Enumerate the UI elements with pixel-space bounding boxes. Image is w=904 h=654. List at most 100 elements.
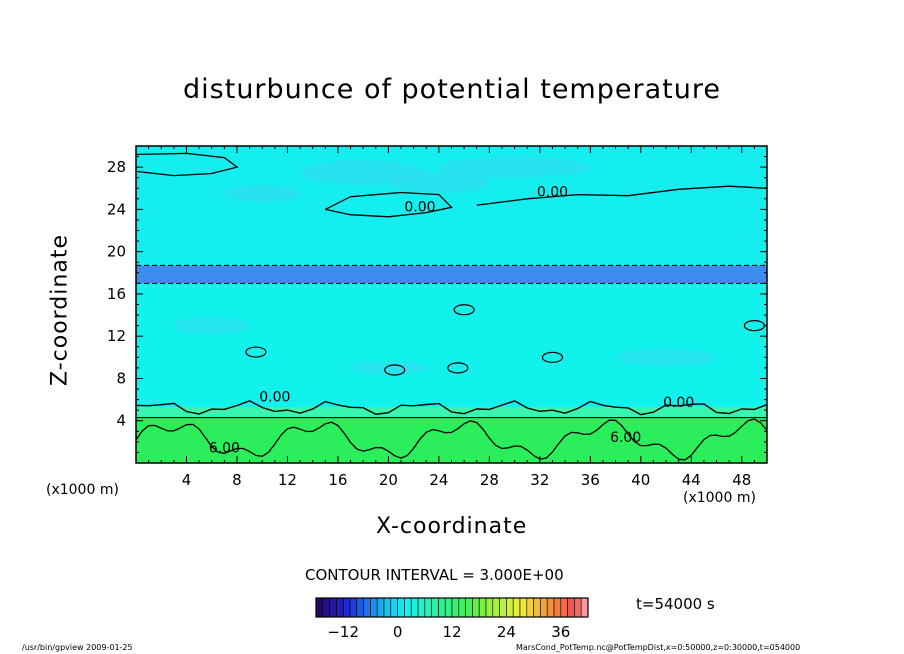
contour-island-3 [245, 346, 267, 358]
x-tick-label: 4 [182, 471, 192, 489]
field-layer-2 [136, 283, 767, 407]
chart-title: disturbunce of potential temperature [183, 74, 721, 105]
colorbar: −12 0 12 24 36 [315, 597, 589, 641]
x-tick-label: 16 [328, 471, 347, 489]
colorbar-cell [444, 597, 453, 618]
contour-island-1 [447, 362, 469, 374]
colorbar-cell [336, 597, 344, 618]
y-tick-label: 24 [107, 200, 126, 218]
footer-right: MarsCond_PotTemp.nc@PotTempDist,x=0:5000… [516, 643, 801, 652]
colorbar-cell [342, 597, 351, 618]
contour-island-4 [453, 304, 475, 316]
x-tick-label: 44 [682, 471, 701, 489]
x-axis-label: X-coordinate [376, 514, 528, 539]
colorbar-cell [533, 597, 541, 618]
colorbar-cell [417, 597, 426, 618]
colorbar-cell [553, 597, 562, 618]
y-tick-label: 8 [116, 369, 126, 387]
colorbar-cell [506, 597, 514, 618]
field-patch-2 [224, 185, 301, 203]
contour-label-3: 0.00 [663, 395, 694, 411]
colorbar-cell [451, 597, 460, 618]
colorbar-cell [410, 597, 419, 618]
field-layer-0 [136, 417, 767, 463]
y-tick-label: 16 [107, 285, 126, 303]
colorbar-cell [397, 597, 405, 618]
colorbar-cell [499, 597, 507, 618]
colorbar-frame [315, 597, 589, 618]
colorbar-tick-label: 24 [497, 623, 516, 641]
colorbar-cell [356, 597, 364, 618]
time-label: t=54000 s [636, 595, 715, 613]
contour-label-5: 6.00 [610, 430, 641, 446]
x-tick-label: 20 [379, 471, 398, 489]
colorbar-cell [472, 597, 480, 618]
colorbar-cell [390, 597, 398, 618]
colorbar-cell [512, 597, 521, 618]
x-tick-label: 40 [631, 471, 650, 489]
contour-six [135, 418, 768, 461]
colorbar-cell [322, 597, 330, 618]
x-unit-label-right: (x1000 m) [683, 490, 756, 506]
colorbar-cell [404, 597, 412, 618]
colorbar-cell [574, 597, 582, 618]
y-tick-label: 12 [107, 327, 126, 345]
x-unit-label-left: (x1000 m) [46, 482, 119, 498]
contour-island-2 [541, 351, 564, 363]
colorbar-tick-label: 36 [551, 623, 570, 641]
x-tick-label: 48 [732, 471, 751, 489]
colorbar-cell [458, 597, 466, 618]
footer-left: /usr/bin/gpview 2009-01-25 [22, 643, 133, 652]
colorbar-cell [580, 597, 589, 618]
field-patch-4 [173, 317, 250, 335]
field-patch-3 [438, 156, 591, 178]
colorbar-cell [349, 597, 358, 618]
x-tick-label: 8 [232, 471, 242, 489]
colorbar-cell [438, 597, 446, 618]
field-patch-5 [615, 348, 717, 366]
colorbar-cell [519, 597, 528, 618]
x-tick-label: 24 [429, 471, 448, 489]
contour-zero-low [135, 400, 768, 416]
x-tick-label: 36 [581, 471, 600, 489]
plot-area [136, 146, 767, 463]
colorbar-tick-label: −12 [327, 623, 359, 641]
contour-island-0 [384, 364, 406, 376]
x-tick-label: 12 [278, 471, 297, 489]
colorbar-cell [485, 597, 494, 618]
colorbar-cell [329, 597, 337, 618]
contour-interval-text: CONTOUR INTERVAL = 3.000E+00 [305, 566, 564, 584]
contour-zero-upper-left [325, 191, 453, 218]
contour-lines: 0.00 0.00 0.00 0.00 6.00 6.00 [135, 152, 768, 461]
colorbar-tick-label: 12 [442, 623, 461, 641]
colorbar-cell [424, 597, 432, 618]
colorbar-cell [546, 597, 555, 618]
colorbar-cell [376, 597, 385, 618]
colorbar-cell [363, 597, 371, 618]
field-patch-6 [350, 361, 427, 375]
contour-zero-top-left [135, 152, 239, 177]
contour-label-2: 0.00 [259, 390, 290, 406]
y-tick-label: 20 [107, 243, 126, 261]
colorbar-cell [370, 597, 378, 618]
contour-label-4: 6.00 [209, 440, 240, 456]
contour-label-1: 0.00 [537, 185, 568, 201]
contour-zero-upper-right [476, 185, 768, 206]
contour-label-0: 0.00 [404, 200, 435, 216]
field-layer-3 [136, 265, 767, 284]
y-tick-label: 28 [107, 158, 126, 176]
x-tick-label: 28 [480, 471, 499, 489]
field-patch-1 [388, 172, 490, 194]
colorbar-cell [465, 597, 473, 618]
colorbar-cell [431, 597, 439, 618]
y-axis-label: Z-coordinate [47, 234, 73, 386]
x-tick-label: 32 [530, 471, 549, 489]
colorbar-cell [383, 597, 392, 618]
colorbar-cell [567, 597, 575, 618]
colorbar-cell [315, 597, 324, 618]
colorbar-cell [526, 597, 534, 618]
colorbar-cell [540, 597, 548, 618]
colorbar-cell [560, 597, 568, 618]
colorbar-cell [492, 597, 500, 618]
